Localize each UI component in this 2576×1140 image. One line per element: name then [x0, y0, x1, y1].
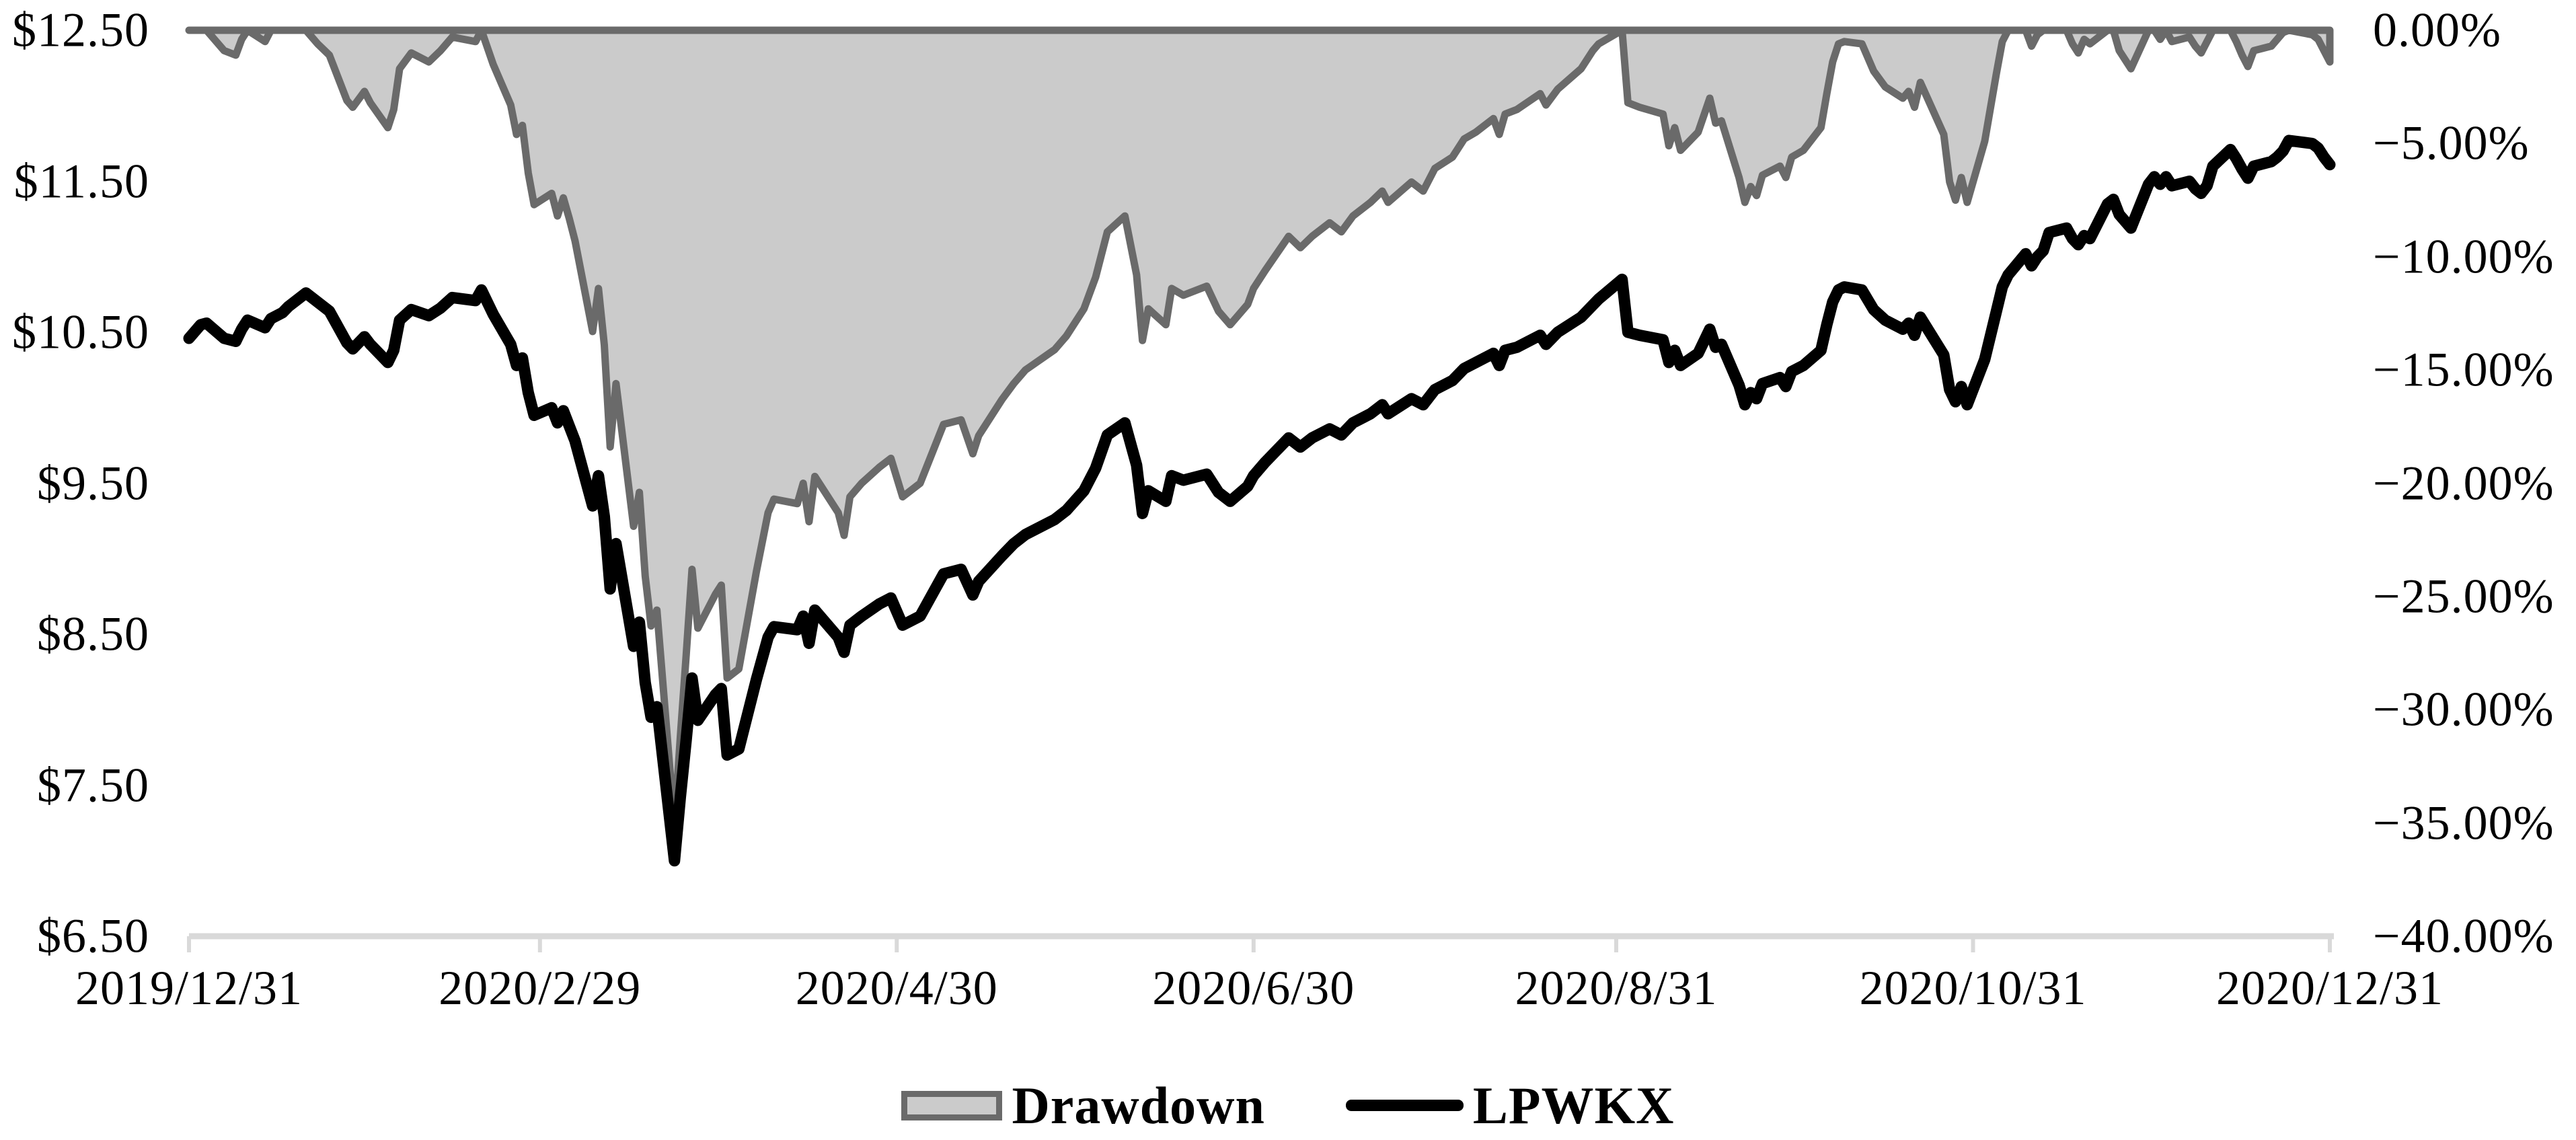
x-axis-date-tick-label: 2020/6/30: [1152, 961, 1355, 1015]
x-axis-date-tick-label: 2020/10/31: [1859, 961, 2087, 1015]
y-axis-drawdown-tick-label: −35.00%: [2373, 796, 2554, 850]
y-axis-price-tick-label: $9.50: [37, 456, 149, 510]
legend-lpwkx-label: LPWKX: [1472, 1075, 1675, 1135]
y-axis-price-tick-label: $11.50: [13, 154, 149, 208]
x-axis-date-tick-label: 2020/2/29: [439, 961, 642, 1015]
lpwkx-price-line-series: [183, 135, 2336, 867]
y-axis-price-tick-label: $8.50: [37, 607, 149, 661]
drawdown-area-series: [185, 26, 2334, 829]
x-axis-ticks: [187, 936, 2332, 952]
x-axis-date-tick-label: 2020/12/31: [2215, 961, 2444, 1015]
y-axis-drawdown-tick-label: −30.00%: [2373, 682, 2554, 736]
x-axis-date-tick-label: 2020/8/31: [1515, 961, 1718, 1015]
y-axis-drawdown-tick-label: −20.00%: [2373, 456, 2554, 510]
y-axis-price-tick-label: $12.50: [12, 3, 149, 57]
y-axis-drawdown-tick-label: 0.00%: [2373, 3, 2501, 57]
y-axis-drawdown-tick-label: −25.00%: [2373, 569, 2554, 623]
legend: Drawdown LPWKX: [0, 1071, 2576, 1140]
drawdown-area-swatch-icon: [901, 1090, 1003, 1120]
legend-item-lpwkx: LPWKX: [1345, 1075, 1675, 1136]
x-axis-date-tick-label: 2019/12/31: [75, 961, 303, 1015]
y-axis-drawdown-tick-label: −15.00%: [2373, 342, 2554, 397]
lpwkx-line-swatch-icon: [1345, 1100, 1464, 1111]
legend-drawdown-label: Drawdown: [1012, 1075, 1265, 1135]
y-axis-price-tick-label: $6.50: [37, 909, 149, 963]
y-axis-drawdown-tick-label: −10.00%: [2373, 229, 2554, 284]
y-axis-price-tick-label: $7.50: [37, 758, 149, 812]
legend-item-drawdown: Drawdown: [901, 1075, 1264, 1136]
y-axis-drawdown-tick-label: −5.00%: [2373, 116, 2530, 170]
y-axis-drawdown-tick-label: −40.00%: [2373, 909, 2554, 963]
y-axis-price-tick-label: $10.50: [12, 305, 149, 359]
x-axis-date-tick-label: 2020/4/30: [795, 961, 998, 1015]
